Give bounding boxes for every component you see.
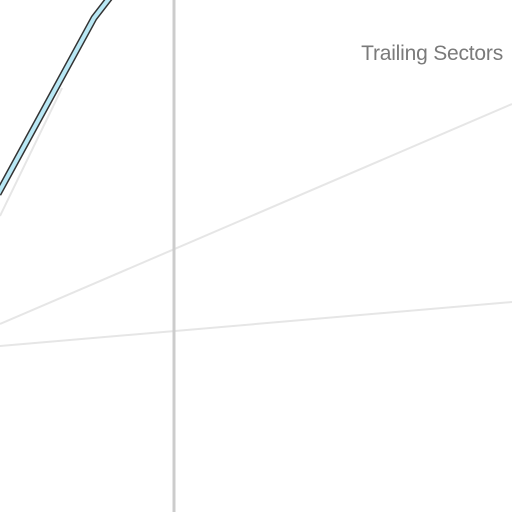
highlighted-route-outline [0,0,113,196]
minor-road-upper [0,103,512,325]
area-label: Trailing Sectors [361,42,503,65]
minor-road-parallel [0,87,63,217]
highlighted-route[interactable] [0,0,111,195]
minor-road-lower [0,301,512,347]
